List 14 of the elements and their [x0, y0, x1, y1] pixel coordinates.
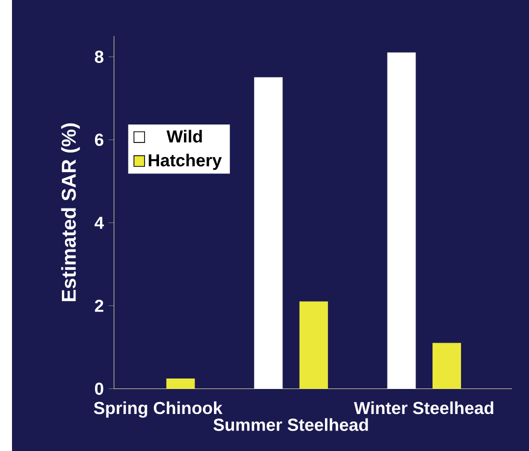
bar: [299, 301, 328, 389]
x-tick-label: Summer Steelhead: [214, 418, 368, 431]
legend-label: Wild: [166, 130, 202, 143]
y-tick-label: 2: [94, 300, 104, 312]
y-axis-title: Estimated SAR (%): [61, 123, 80, 302]
y-tick-label: 4: [94, 216, 104, 229]
bar: [166, 378, 195, 389]
bar: [432, 342, 462, 389]
y-tick-label: 0: [95, 382, 104, 395]
y-tick-label: 6: [94, 134, 104, 146]
y-tick-label: 8: [94, 50, 104, 63]
legend-label: Hatchery: [148, 154, 222, 170]
x-tick-label: Spring Chinook: [94, 401, 222, 418]
x-tick-label: Winter Steelhead: [354, 401, 494, 414]
